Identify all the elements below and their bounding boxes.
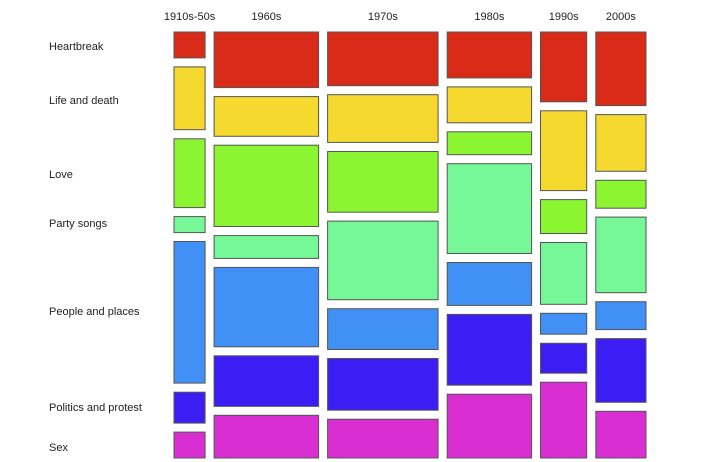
mosaic-cell: [595, 216, 647, 294]
mosaic-cell: [327, 418, 439, 459]
mosaic-cell: [446, 163, 533, 254]
mosaic-cell: [446, 393, 533, 459]
row-label: Heartbreak: [49, 41, 104, 53]
mosaic-cell: [595, 338, 647, 403]
mosaic-cell: [595, 301, 647, 331]
mosaic-cell: [327, 94, 439, 143]
mosaic-cell: [595, 31, 647, 107]
mosaic-cell: [173, 216, 206, 234]
column-label: 1970s: [368, 11, 398, 23]
mosaic-cell: [213, 31, 320, 89]
row-label: People and places: [49, 306, 140, 318]
mosaic-cell: [327, 358, 439, 411]
mosaic-cells: [173, 31, 647, 459]
mosaic-cell: [540, 312, 588, 335]
mosaic-cell: [446, 86, 533, 124]
row-label: Politics and protest: [49, 402, 142, 414]
mosaic-cell: [173, 391, 206, 424]
column-labels: 1910s-50s 1960s 1970s 1980s 1990s 2000s: [164, 11, 636, 23]
mosaic-cell: [213, 235, 320, 259]
column-label: 1910s-50s: [164, 11, 216, 23]
mosaic-cell: [213, 96, 320, 137]
mosaic-cell: [540, 242, 588, 305]
mosaic-cell: [540, 110, 588, 192]
mosaic-cell: [213, 144, 320, 227]
mosaic-cell: [327, 308, 439, 351]
mosaic-cell: [327, 31, 439, 87]
mosaic-cell: [173, 66, 206, 131]
mosaic-cell: [173, 431, 206, 459]
mosaic-cell: [595, 179, 647, 209]
mosaic-cell: [540, 199, 588, 235]
mosaic-cell: [213, 355, 320, 407]
mosaic-cell: [173, 241, 206, 384]
mosaic-cell: [540, 342, 588, 374]
row-label: Life and death: [49, 95, 119, 107]
mosaic-cell: [595, 114, 647, 172]
mosaic-cell: [327, 151, 439, 213]
mosaic-cell: [446, 31, 533, 79]
mosaic-cell: [173, 31, 206, 59]
row-label: Love: [49, 169, 73, 181]
column-label: 1990s: [549, 11, 579, 23]
mosaic-cell: [595, 410, 647, 459]
column-label: 2000s: [606, 11, 636, 23]
mosaic-cell: [327, 220, 439, 301]
row-label: Party songs: [49, 218, 108, 230]
mosaic-cell: [173, 138, 206, 209]
column-label: 1960s: [251, 11, 281, 23]
mosaic-cell: [446, 262, 533, 306]
mosaic-cell: [540, 381, 588, 459]
mosaic-cell: [213, 414, 320, 459]
mosaic-cell: [446, 313, 533, 386]
row-label: Sex: [49, 442, 68, 454]
column-label: 1980s: [474, 11, 504, 23]
row-labels: Heartbreak Life and death Love Party songs P…: [49, 41, 142, 454]
mosaic-cell: [540, 31, 588, 103]
mosaic-cell: [213, 266, 320, 348]
mosaic-cell: [446, 131, 533, 156]
